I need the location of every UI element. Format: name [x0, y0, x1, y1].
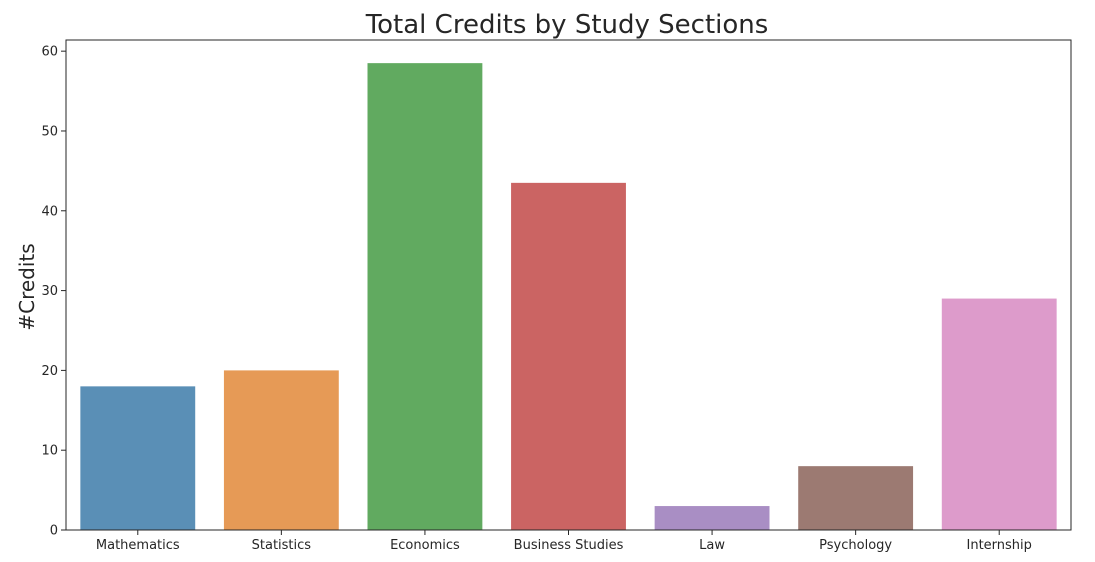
plot-frame: [65, 39, 1072, 531]
bars: [80, 63, 1057, 531]
y-tick-label: 60: [41, 45, 58, 60]
x-tick-label: Business Studies: [514, 538, 624, 553]
bar-statistics: [223, 370, 339, 530]
bar-mathematics: [80, 386, 196, 530]
x-axis-ticks: Mathematics Statistics Economics Business S…: [96, 530, 1032, 553]
x-tick-label: Law: [699, 538, 725, 553]
bar-law: [654, 506, 770, 530]
y-axis-ticks: 0 10 20 30 40 50 60: [41, 45, 66, 539]
bar-psychology: [798, 466, 914, 530]
x-tick-label: Economics: [390, 538, 460, 553]
y-axis-label: #Credits: [15, 243, 39, 330]
bar-business-studies: [511, 182, 626, 530]
y-tick-label: 0: [50, 524, 58, 539]
x-tick-label: Internship: [967, 538, 1032, 553]
y-tick-label: 30: [41, 284, 58, 299]
x-tick-label: Psychology: [819, 538, 892, 553]
x-tick-label: Mathematics: [96, 538, 180, 553]
bar-economics: [367, 63, 483, 531]
y-tick-label: 50: [41, 124, 58, 139]
y-tick-label: 10: [41, 444, 58, 459]
y-tick-label: 20: [41, 364, 58, 379]
x-tick-label: Statistics: [252, 538, 312, 553]
y-tick-label: 40: [41, 204, 58, 219]
chart-title: Total Credits by Study Sections: [365, 10, 769, 40]
bar-internship: [941, 298, 1057, 530]
